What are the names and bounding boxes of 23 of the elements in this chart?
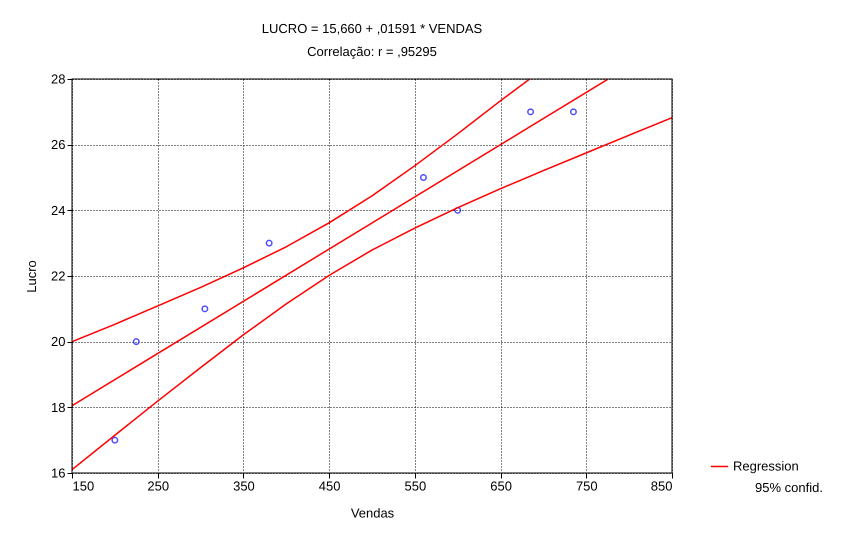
y-tick-label: 26 — [51, 137, 66, 152]
chart-title: LUCRO = 15,660 + ,01591 * VENDAS — [262, 21, 483, 36]
y-tick-label: 28 — [51, 72, 66, 86]
x-axis-title: Vendas — [350, 506, 395, 520]
y-tick-label: 16 — [51, 466, 66, 480]
x-tick-label: 250 — [147, 478, 170, 494]
line-series — [72, 79, 530, 342]
x-tick-label: 750 — [576, 478, 598, 494]
y-tick-label: 22 — [51, 268, 66, 284]
x-tick-label: 850 — [650, 478, 672, 494]
y-tick-label: 18 — [51, 400, 66, 415]
x-tick-label: 450 — [318, 478, 340, 494]
y-axis-title: Lucro — [24, 260, 40, 293]
legend-label: Regression — [733, 458, 799, 474]
y-tick-label: 20 — [51, 334, 66, 350]
text: 95% confid. — [755, 480, 823, 495]
x-tick-label: 550 — [404, 478, 426, 494]
x-tick-label: 350 — [233, 478, 255, 494]
line-series — [72, 116, 672, 470]
x-tick-label: 650 — [490, 478, 512, 494]
x-tick-label: 150 — [72, 478, 94, 494]
chart-subtitle: Correlação: r = ,95295 — [307, 44, 437, 59]
y-tick-label: 24 — [51, 202, 66, 218]
